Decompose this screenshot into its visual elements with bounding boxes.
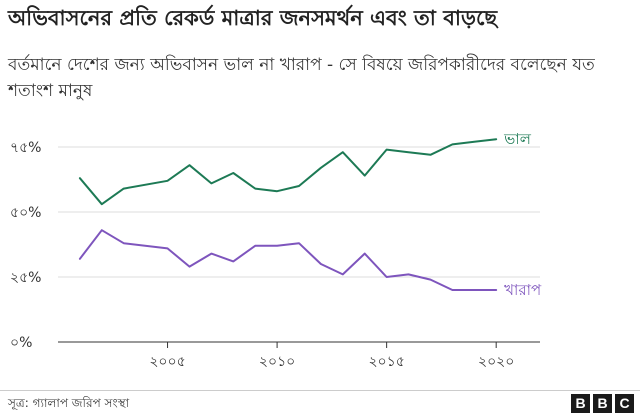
y-axis-ticks: ০% ২৫% ৫০% ৭৫% [10,140,42,351]
y-tick-label: ৭৫% [10,140,42,156]
logo-letter: B [571,394,590,413]
series-line [78,138,498,206]
series-label: খারাপ [504,281,542,299]
series-labels: ভাল খারাপ [503,130,542,299]
logo-letter: B [593,394,612,413]
series-line [78,229,498,291]
source-note: সূত্র: গ্যালাপ জরিপ সংস্থা [8,396,130,410]
x-tick-label: ২০০৫ [149,354,185,370]
x-axis-ticks: ২০০৫ ২০১০ ২০১৫ ২০২০ [149,342,514,370]
series-label: ভাল [503,130,532,148]
chart-title: অভিবাসনের প্রতি রেকর্ড মাত্রার জনসমর্থন … [8,6,498,30]
x-tick-label: ২০১৫ [368,354,404,370]
series-lines [78,138,498,291]
footer-divider [0,390,640,391]
chart-subtitle: বর্তমানে দেশের জন্য অভিবাসন ভাল না খারাপ… [8,55,595,101]
logo-letter: C [615,394,634,413]
line-chart: ০% ২৫% ৫০% ৭৫% ২০০৫ ২০১০ ২০১৫ ২০২০ ভাল খারাপ [10,130,542,370]
y-tick-label: ০% [10,335,32,351]
grid-lines [58,146,540,343]
x-tick-label: ২০২০ [478,354,514,370]
y-tick-label: ২৫% [10,270,42,286]
bbc-logo: B B C [571,394,634,413]
y-tick-label: ৫০% [10,205,42,221]
x-tick-label: ২০১০ [259,354,295,370]
